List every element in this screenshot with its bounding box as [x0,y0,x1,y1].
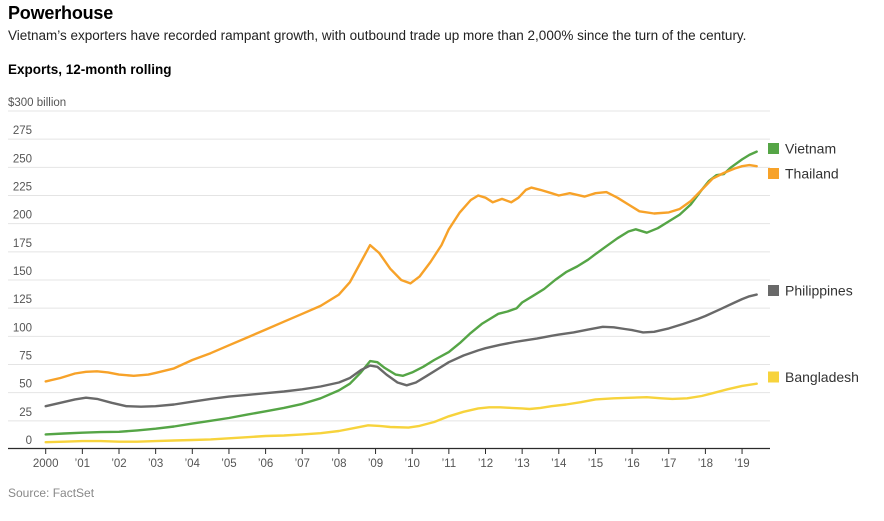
legend-swatch-thailand [768,168,779,179]
legend-swatch-bangladesh [768,371,779,383]
legend-label-bangladesh: Bangladesh [785,369,859,385]
x-axis-label-2014: ’14 [551,458,567,470]
x-axis-label-2004: ’04 [185,458,201,470]
x-axis-label-2015: ’15 [588,458,603,470]
x-axis-label-2005: ’05 [221,458,236,470]
series-line-bangladesh [44,382,758,444]
legend-swatch-philippines [768,285,779,296]
chart-series-label: Exports, 12-month rolling [8,62,172,77]
y-axis-label-150: 150 [13,266,32,278]
x-axis-label-2018: ’18 [698,458,713,470]
x-axis-label-2017: ’17 [661,458,676,470]
x-axis-label-2013: ’13 [514,458,529,470]
y-axis-label-250: 250 [13,153,32,165]
x-axis-label-2009: ’09 [368,458,383,470]
series-line-philippines [44,293,758,408]
legend-label-philippines: Philippines [785,283,853,299]
x-axis-label-2011: ’11 [442,458,457,470]
x-axis-label-2003: ’03 [148,458,163,470]
x-axis-label-2010: ’10 [405,458,420,470]
x-axis-label-2008: ’08 [331,458,346,470]
x-axis-label-2000: 2000 [33,458,59,470]
y-axis-label-25: 25 [19,407,32,419]
y-axis-label-200: 200 [13,210,32,222]
series-line-vietnam [44,150,758,436]
y-axis-label-275: 275 [13,125,32,137]
x-axis-label-2016: ’16 [624,458,639,470]
x-axis-label-2002: ’02 [111,458,126,470]
x-axis-label-2006: ’06 [258,458,273,470]
chart-subtitle: Vietnam’s exporters have recorded rampan… [8,28,747,43]
y-axis-label-225: 225 [13,181,32,193]
legend-swatch-vietnam [768,143,779,154]
series-line-thailand [44,163,758,383]
chart-title: Powerhouse [8,3,114,23]
legend-label-thailand: Thailand [785,166,839,182]
x-axis-label-2012: ’12 [478,458,493,470]
x-axis-label-2019: ’19 [734,458,749,470]
y-axis-label-100: 100 [13,322,32,334]
y-axis-label-125: 125 [13,294,32,306]
source-note: Source: FactSet [8,486,95,500]
y-axis-label-0: 0 [26,435,32,447]
y-axis-label-50: 50 [19,379,32,391]
y-axis-label-75: 75 [19,350,32,362]
x-axis-label-2007: ’07 [295,458,310,470]
legend-label-vietnam: Vietnam [785,141,836,157]
y-axis-label-175: 175 [13,238,32,250]
x-axis-label-2001: ’01 [75,458,90,470]
y-axis-label-300: $300 billion [8,97,66,109]
